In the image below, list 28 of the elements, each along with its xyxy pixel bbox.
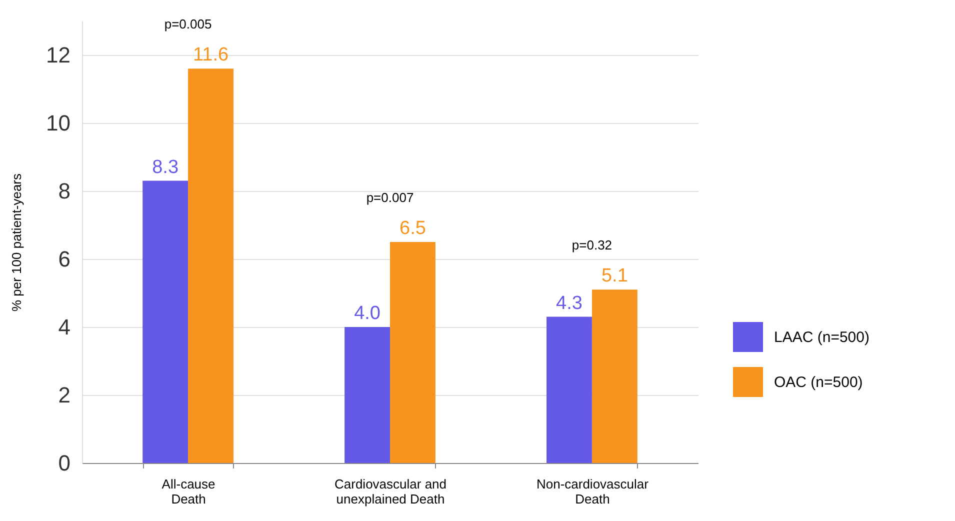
legend-label: LAAC (n=500)	[774, 329, 870, 346]
bar	[390, 242, 436, 463]
y-tick-label: 8	[58, 178, 70, 204]
data-label: 8.3	[152, 156, 179, 178]
bar	[344, 327, 390, 463]
bar	[142, 180, 188, 463]
x-tick-label: Cardiovascular and unexplained Death	[334, 476, 447, 506]
data-label: 4.0	[354, 303, 380, 324]
y-tick-label: 6	[58, 246, 70, 272]
bar	[546, 316, 592, 463]
data-label: 11.6	[192, 44, 229, 66]
x-tick-label: All-cause Death	[162, 476, 216, 506]
legend-label: OAC (n=500)	[774, 374, 863, 391]
annotation: p=0.32	[572, 238, 612, 253]
bar	[592, 290, 638, 463]
bar	[188, 68, 234, 463]
y-tick-label: 0	[58, 450, 70, 476]
data-label: 4.3	[556, 292, 582, 314]
data-label: 6.5	[400, 218, 426, 239]
y-tick-label: 2	[58, 382, 70, 408]
annotation: p=0.005	[164, 16, 212, 32]
data-label: 5.1	[601, 266, 628, 287]
annotation: p=0.007	[366, 190, 414, 205]
y-axis-title: % per 100 patient-years	[9, 172, 24, 312]
y-tick-label: 4	[58, 314, 70, 340]
x-tick-label: Non-cardiovascular Death	[536, 476, 650, 506]
y-tick-label: 10	[46, 110, 70, 136]
y-tick-label: 12	[46, 42, 70, 68]
